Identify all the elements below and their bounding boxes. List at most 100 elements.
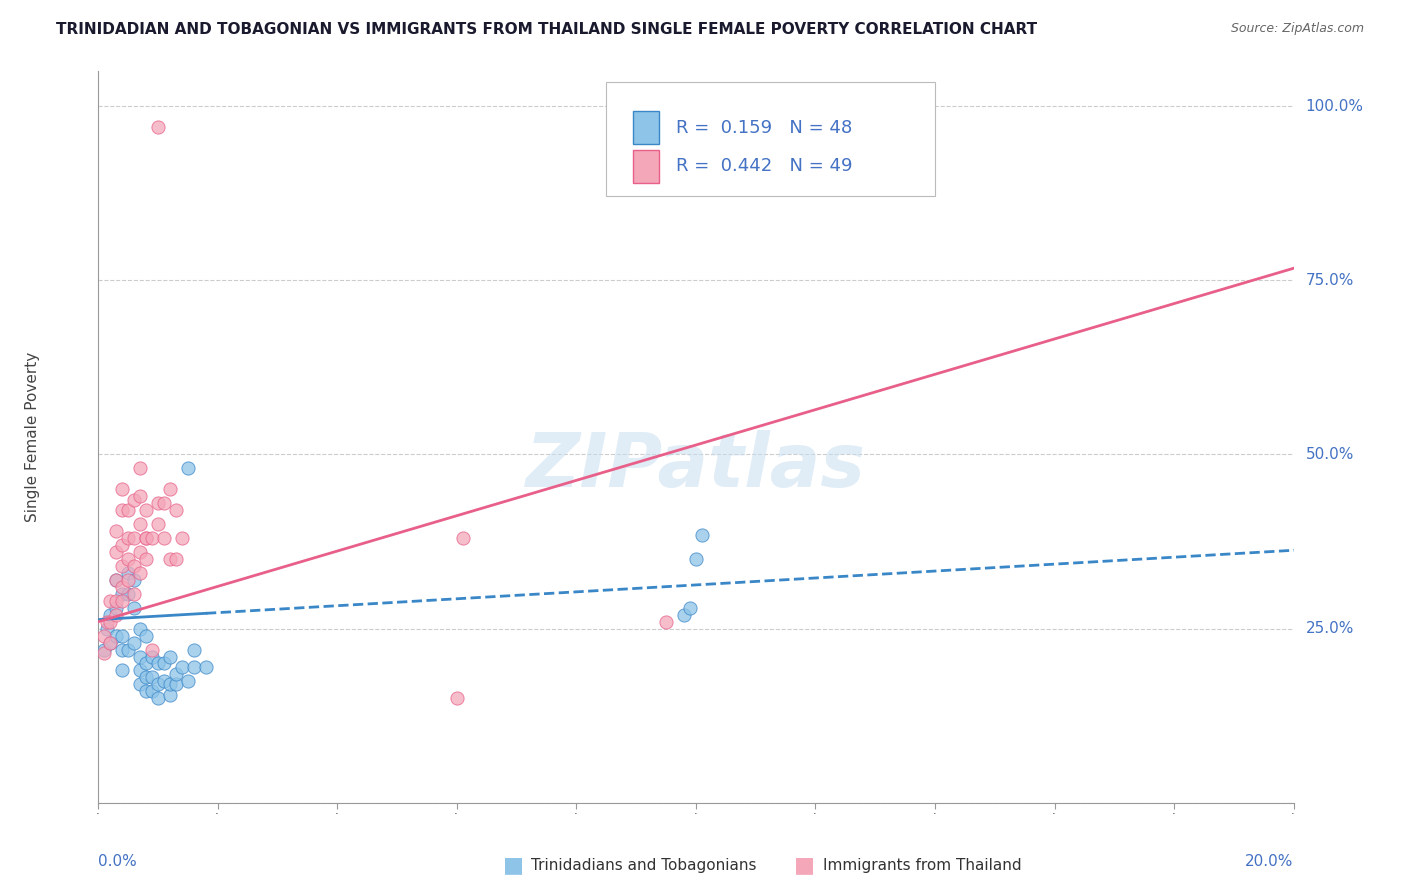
Point	[124, 492, 146, 507]
Point	[159, 688, 181, 702]
Point	[148, 496, 170, 510]
Point	[111, 594, 134, 608]
Point	[446, 691, 468, 706]
Point	[148, 677, 170, 691]
Point	[135, 531, 157, 545]
Point	[124, 587, 146, 601]
Point	[96, 622, 118, 636]
Text: ■: ■	[794, 855, 814, 875]
Text: 100.0%: 100.0%	[1305, 99, 1364, 113]
Point	[177, 673, 200, 688]
Point	[141, 642, 163, 657]
Point	[165, 667, 187, 681]
Text: 50.0%: 50.0%	[1305, 447, 1354, 462]
Point	[690, 527, 713, 541]
Point	[98, 635, 122, 649]
Point	[111, 558, 134, 573]
Text: R =  0.442   N = 49: R = 0.442 N = 49	[676, 158, 852, 176]
Point	[129, 461, 152, 475]
Point	[159, 483, 181, 497]
Point	[159, 649, 181, 664]
Point	[129, 622, 152, 636]
Point	[117, 642, 139, 657]
Point	[93, 642, 115, 657]
Point	[111, 587, 134, 601]
Point	[141, 670, 163, 684]
Point	[117, 566, 139, 580]
Point	[685, 552, 707, 566]
Point	[135, 629, 157, 643]
Point	[111, 503, 134, 517]
Point	[124, 600, 146, 615]
Point	[105, 629, 128, 643]
Point	[148, 517, 170, 532]
Point	[124, 558, 146, 573]
Point	[129, 649, 152, 664]
Point	[194, 660, 218, 674]
Text: Trinidadians and Tobagonians: Trinidadians and Tobagonians	[531, 858, 756, 872]
Point	[165, 677, 187, 691]
Point	[129, 566, 152, 580]
Point	[153, 673, 176, 688]
Point	[135, 670, 157, 684]
FancyBboxPatch shape	[633, 112, 659, 145]
Point	[111, 664, 134, 678]
Point	[159, 677, 181, 691]
Point	[153, 496, 176, 510]
Point	[135, 684, 157, 698]
Point	[124, 573, 146, 587]
Point	[159, 552, 181, 566]
Text: R =  0.159   N = 48: R = 0.159 N = 48	[676, 119, 852, 136]
Point	[117, 587, 139, 601]
Point	[148, 120, 170, 134]
Point	[105, 545, 128, 559]
Point	[129, 517, 152, 532]
Text: TRINIDADIAN AND TOBAGONIAN VS IMMIGRANTS FROM THAILAND SINGLE FEMALE POVERTY COR: TRINIDADIAN AND TOBAGONIAN VS IMMIGRANTS…	[56, 22, 1038, 37]
Point	[105, 600, 128, 615]
Point	[135, 552, 157, 566]
Text: 75.0%: 75.0%	[1305, 273, 1354, 288]
Point	[148, 657, 170, 671]
Point	[135, 531, 157, 545]
Point	[105, 573, 128, 587]
Point	[111, 538, 134, 552]
Text: ZIPatlas: ZIPatlas	[526, 430, 866, 503]
Point	[117, 573, 139, 587]
Point	[172, 660, 194, 674]
Point	[673, 607, 696, 622]
Point	[183, 642, 205, 657]
Point	[117, 552, 139, 566]
Point	[105, 594, 128, 608]
Point	[98, 607, 122, 622]
Point	[124, 531, 146, 545]
Point	[135, 657, 157, 671]
Point	[124, 635, 146, 649]
Point	[111, 580, 134, 594]
Point	[165, 503, 187, 517]
Point	[105, 607, 128, 622]
Point	[141, 649, 163, 664]
Point	[105, 573, 128, 587]
Point	[165, 552, 187, 566]
Point	[96, 615, 118, 629]
Point	[98, 635, 122, 649]
Point	[129, 664, 152, 678]
Point	[117, 531, 139, 545]
Point	[451, 531, 474, 545]
Point	[141, 531, 163, 545]
Point	[111, 483, 134, 497]
Point	[655, 615, 678, 629]
Point	[98, 594, 122, 608]
Point	[135, 503, 157, 517]
Text: Immigrants from Thailand: Immigrants from Thailand	[823, 858, 1021, 872]
Point	[177, 461, 200, 475]
Point	[153, 531, 176, 545]
Point	[111, 642, 134, 657]
Point	[117, 503, 139, 517]
FancyBboxPatch shape	[633, 150, 659, 183]
Point	[93, 629, 115, 643]
Point	[98, 615, 122, 629]
Point	[129, 677, 152, 691]
Text: Single Female Poverty: Single Female Poverty	[25, 352, 41, 522]
Point	[129, 545, 152, 559]
